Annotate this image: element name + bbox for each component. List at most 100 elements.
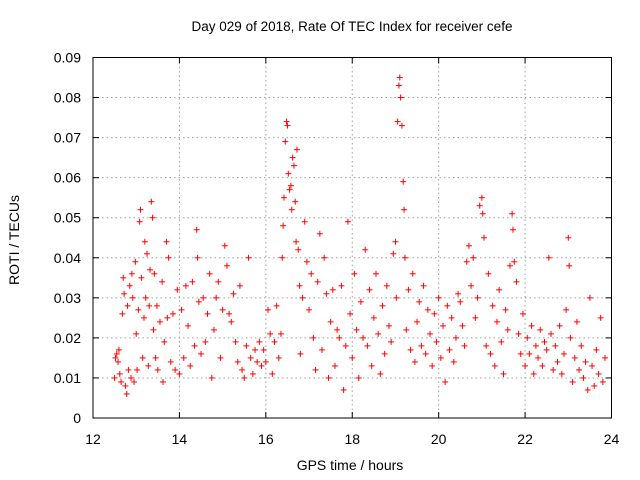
data-point [182, 282, 189, 289]
data-point [142, 294, 149, 301]
data-point [187, 362, 194, 369]
data-point [580, 374, 587, 381]
data-point [400, 178, 407, 185]
data-point [236, 282, 243, 289]
data-point [163, 238, 170, 245]
data-point [277, 330, 284, 337]
data-point [368, 362, 375, 369]
data-point [164, 314, 171, 321]
data-point [476, 202, 483, 209]
data-point [513, 278, 520, 285]
data-point [362, 246, 369, 253]
data-point [150, 326, 157, 333]
data-point [280, 194, 287, 201]
data-point [301, 218, 308, 225]
data-point [167, 358, 174, 365]
data-point [437, 354, 444, 361]
data-point [223, 262, 230, 269]
data-point [146, 302, 153, 309]
data-point [353, 326, 360, 333]
data-point [552, 342, 559, 349]
data-point [566, 262, 573, 269]
data-point [159, 378, 166, 385]
data-point [519, 310, 526, 317]
y-tick-label: 0 [73, 410, 81, 426]
data-point [411, 358, 418, 365]
data-point [385, 322, 392, 329]
x-tick-label: 18 [344, 431, 360, 447]
data-point [407, 346, 414, 353]
x-tick-label: 12 [85, 431, 101, 447]
data-point [446, 346, 453, 353]
data-point [338, 282, 345, 289]
data-point [325, 374, 332, 381]
data-point [595, 370, 602, 377]
data-point [140, 314, 147, 321]
data-point [424, 306, 431, 313]
data-point [569, 378, 576, 385]
data-point [455, 290, 462, 297]
data-point [331, 362, 338, 369]
data-point [284, 122, 291, 129]
data-point [245, 254, 252, 261]
data-point [597, 314, 604, 321]
data-point [481, 234, 488, 241]
data-point [524, 334, 531, 341]
x-tick-label: 20 [431, 431, 447, 447]
data-point [119, 310, 126, 317]
data-point [550, 366, 557, 373]
data-point [321, 254, 328, 261]
data-point [295, 246, 302, 253]
data-point [264, 306, 271, 313]
data-point [303, 258, 310, 265]
data-point [342, 342, 349, 349]
y-tick-label: 0.01 [54, 370, 81, 386]
data-point [379, 302, 386, 309]
data-point [401, 206, 408, 213]
data-point [509, 226, 516, 233]
data-point [584, 386, 591, 393]
data-point [468, 282, 475, 289]
data-point [132, 258, 139, 265]
data-point [279, 254, 286, 261]
data-point [472, 314, 479, 321]
data-point [286, 186, 293, 193]
data-point [254, 358, 261, 365]
data-point [543, 346, 550, 353]
data-point [554, 358, 561, 365]
data-point [393, 294, 400, 301]
data-point [247, 354, 254, 361]
axis-ticks [92, 57, 612, 419]
x-tick-label: 14 [172, 431, 188, 447]
data-point [221, 242, 228, 249]
data-point [578, 342, 585, 349]
data-point [185, 322, 192, 329]
data-point [262, 358, 269, 365]
data-point [308, 270, 315, 277]
y-axis-label: ROTI / TECUs [6, 195, 22, 285]
data-point [403, 326, 410, 333]
data-point [112, 354, 119, 361]
data-point [204, 310, 211, 317]
data-point [239, 366, 246, 373]
data-point [159, 278, 166, 285]
data-point [141, 238, 148, 245]
data-point [234, 358, 241, 365]
data-point [208, 374, 215, 381]
data-point [535, 354, 542, 361]
data-point [125, 366, 132, 373]
data-point [153, 302, 160, 309]
data-point [459, 322, 466, 329]
data-point [541, 338, 548, 345]
data-point [394, 118, 401, 125]
data-point [465, 242, 472, 249]
data-point [560, 350, 567, 357]
data-point [319, 346, 326, 353]
data-point [470, 254, 477, 261]
data-point [243, 342, 250, 349]
data-point [135, 306, 142, 313]
data-point [275, 354, 282, 361]
x-axis-label: GPS time / hours [297, 457, 404, 473]
data-point [198, 350, 205, 357]
